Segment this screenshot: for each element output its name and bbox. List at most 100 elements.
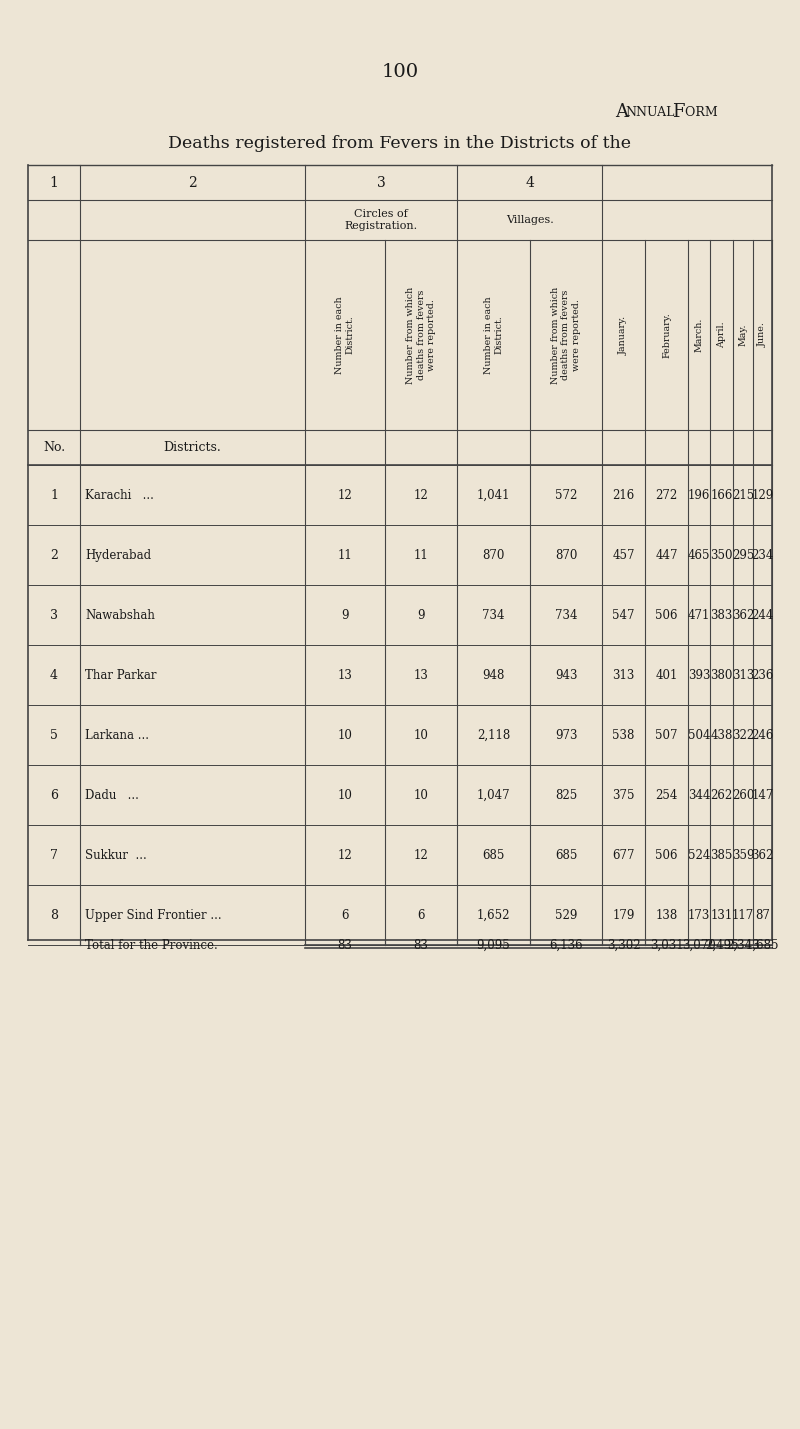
Text: 3: 3 [377,176,386,190]
Text: 2,495: 2,495 [705,939,738,952]
Text: 1,652: 1,652 [477,909,510,922]
Text: 260: 260 [732,789,754,802]
Text: 6,136: 6,136 [549,939,583,952]
Text: Number from which
deaths from fevers
were reported.: Number from which deaths from fevers wer… [406,286,436,383]
Text: 2: 2 [188,176,197,190]
Text: April.: April. [717,322,726,349]
Text: 457: 457 [612,549,634,562]
Text: 1: 1 [50,176,58,190]
Text: 1,047: 1,047 [477,789,510,802]
Text: Number from which
deaths from fevers
were reported.: Number from which deaths from fevers wer… [551,286,581,383]
Text: 138: 138 [655,909,678,922]
Text: 529: 529 [555,909,577,922]
Text: 547: 547 [612,609,634,622]
Text: Villages.: Villages. [506,214,554,224]
Text: March.: March. [694,317,703,352]
Text: Thar Parkar: Thar Parkar [85,669,157,682]
Text: Number in each
District.: Number in each District. [335,296,354,374]
Text: Total for the Province.: Total for the Province. [85,939,218,952]
Text: 1,041: 1,041 [477,489,510,502]
Text: 215: 215 [732,489,754,502]
Text: 9: 9 [418,609,425,622]
Text: 7: 7 [50,849,58,862]
Text: 438: 438 [710,729,733,742]
Text: 13: 13 [414,669,429,682]
Text: 179: 179 [612,909,634,922]
Text: 685: 685 [482,849,505,862]
Text: 6: 6 [342,909,349,922]
Text: 362: 362 [751,849,774,862]
Text: June.: June. [758,323,767,347]
Text: 385: 385 [710,849,733,862]
Text: 3,302: 3,302 [606,939,640,952]
Text: 262: 262 [710,789,733,802]
Text: 734: 734 [554,609,578,622]
Text: 6: 6 [418,909,425,922]
Text: 359: 359 [732,849,754,862]
Text: 734: 734 [482,609,505,622]
Text: 401: 401 [655,669,678,682]
Text: 166: 166 [710,489,733,502]
Text: Number in each
District.: Number in each District. [484,296,503,374]
Text: Districts.: Districts. [164,442,222,454]
Text: 5: 5 [50,729,58,742]
Text: 572: 572 [555,489,577,502]
Text: 83: 83 [414,939,429,952]
Text: 272: 272 [655,489,678,502]
Text: 147: 147 [751,789,774,802]
Text: No.: No. [43,442,65,454]
Text: 87: 87 [755,909,770,922]
Text: 3,070: 3,070 [682,939,716,952]
Text: 504: 504 [688,729,710,742]
Text: 313: 313 [732,669,754,682]
Text: 870: 870 [482,549,505,562]
Text: 973: 973 [554,729,578,742]
Text: 216: 216 [612,489,634,502]
Text: 244: 244 [751,609,774,622]
Text: 8: 8 [50,909,58,922]
Text: 173: 173 [688,909,710,922]
Text: 9: 9 [342,609,349,622]
Text: 3: 3 [50,609,58,622]
Text: 2,343: 2,343 [726,939,760,952]
Text: 10: 10 [414,789,429,802]
Text: 825: 825 [555,789,577,802]
Text: 4: 4 [50,669,58,682]
Text: 447: 447 [655,549,678,562]
Text: 870: 870 [555,549,577,562]
Text: 507: 507 [655,729,678,742]
Text: 375: 375 [612,789,634,802]
Text: 380: 380 [710,669,733,682]
Text: Dadu   ...: Dadu ... [85,789,139,802]
Text: A: A [615,103,628,121]
Text: 129: 129 [751,489,774,502]
Text: Hyderabad: Hyderabad [85,549,151,562]
Text: 13: 13 [338,669,353,682]
Text: 6: 6 [50,789,58,802]
Text: February.: February. [662,312,671,357]
Text: 524: 524 [688,849,710,862]
Text: 254: 254 [655,789,678,802]
Text: 1,685: 1,685 [746,939,779,952]
Text: NNUAL: NNUAL [625,106,674,119]
Text: 11: 11 [414,549,428,562]
Text: 4: 4 [525,176,534,190]
Text: 383: 383 [710,609,733,622]
Text: 9,095: 9,095 [477,939,510,952]
Text: 1: 1 [50,489,58,502]
Text: 196: 196 [688,489,710,502]
Text: 234: 234 [751,549,774,562]
Text: 12: 12 [414,489,428,502]
Text: 344: 344 [688,789,710,802]
Text: 3,031: 3,031 [650,939,683,952]
Text: 11: 11 [338,549,352,562]
Text: 465: 465 [688,549,710,562]
Text: Nawabshah: Nawabshah [85,609,155,622]
Text: Sukkur  ...: Sukkur ... [85,849,146,862]
Text: 236: 236 [751,669,774,682]
Text: 538: 538 [612,729,634,742]
Text: Larkana ...: Larkana ... [85,729,149,742]
Text: 471: 471 [688,609,710,622]
Text: Upper Sind Frontier ...: Upper Sind Frontier ... [85,909,222,922]
Text: 10: 10 [414,729,429,742]
